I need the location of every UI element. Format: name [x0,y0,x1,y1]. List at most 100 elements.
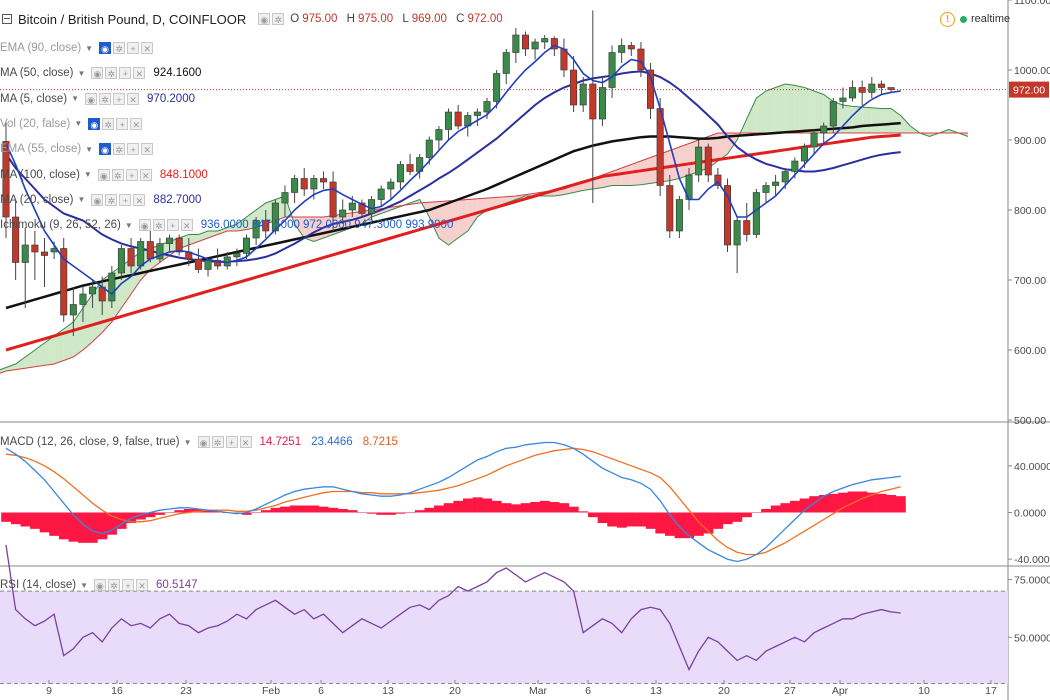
candle-up [820,125,828,134]
macd-hist-bar [366,512,377,514]
gear-icon[interactable]: ✲ [102,117,115,130]
eye-icon[interactable]: ◉ [91,67,104,80]
indicator-label[interactable]: Vol (20, false) [0,117,71,130]
macd-hist-bar [145,512,156,518]
eye-icon[interactable]: ◉ [91,193,104,206]
candle-up [695,146,703,176]
close-icon[interactable]: ✕ [135,579,148,591]
candle-down [521,34,529,50]
close-icon[interactable]: ✕ [141,42,154,54]
eye-icon[interactable]: ◉ [85,92,98,105]
price-tick-label: 1100.00 [1014,0,1050,7]
collapse-icon[interactable] [2,14,12,24]
candle-up [598,87,606,120]
macd-hist-bar [68,512,79,542]
gear-icon[interactable]: ✲ [113,42,126,54]
candle-up [348,202,356,211]
close-icon[interactable]: ✕ [133,67,146,80]
chevron-down-icon[interactable]: ▼ [77,195,86,205]
macd-label[interactable]: MACD (12, 26, close, 9, false, true) [0,436,180,448]
indicator-label[interactable]: EMA (90, close) [0,42,82,54]
gear-icon[interactable]: ✲ [152,219,165,232]
candle-down [656,108,664,186]
gear-icon[interactable]: ✲ [99,92,112,105]
macd-hist-bar [453,500,464,513]
plus-icon[interactable]: + [121,579,134,591]
indicator-label[interactable]: MA (5, close) [0,92,68,105]
eye-icon[interactable]: ◉ [138,219,151,232]
eye-icon[interactable]: ◉ [93,579,106,591]
candle-up [608,52,616,88]
gear-icon[interactable]: ✲ [113,143,126,156]
chevron-down-icon[interactable]: ▼ [83,170,92,179]
indicator-label[interactable]: MA (20, close) [0,193,74,206]
indicator-value: 970.2000 [147,92,195,105]
plus-icon[interactable]: + [225,436,238,448]
macd-hist-bar [559,503,570,513]
ichimoku-cloud-segment [496,196,507,207]
rsi-label[interactable]: RSI (14, close) [0,579,77,591]
close-icon[interactable]: ✕ [139,168,152,181]
close-icon[interactable]: ✕ [130,117,143,130]
eye-icon[interactable]: ◉ [97,168,110,181]
senkou-span-b [0,132,968,374]
gear-icon[interactable]: ✲ [105,193,118,206]
chevron-down-icon[interactable]: ▼ [85,144,94,154]
gear-icon[interactable]: ✲ [272,13,285,25]
close-icon[interactable]: ✕ [239,436,252,448]
plus-icon[interactable]: + [119,193,132,206]
macd-hist-bar [462,498,473,513]
realtime-label: realtime [971,13,1011,25]
plus-icon[interactable]: + [125,168,138,181]
gear-icon[interactable]: ✲ [107,579,120,591]
plus-icon[interactable]: + [113,92,126,105]
plus-icon[interactable]: + [116,117,129,130]
chevron-down-icon[interactable]: ▼ [80,580,88,590]
candle-up [243,237,251,254]
close-icon[interactable]: ✕ [141,143,154,156]
close-icon[interactable]: ✕ [180,219,193,232]
close-icon[interactable]: ✕ [133,193,146,206]
indicator-label[interactable]: Ichimoku (9, 26, 52, 26) [0,219,121,232]
time-tick-label: 13 [650,685,662,697]
plus-icon[interactable]: + [127,42,140,54]
macd-hist-bar [39,512,50,533]
gear-icon[interactable]: ✲ [105,67,118,80]
indicator-label[interactable]: MA (100, close) [0,168,80,181]
indicator-label[interactable]: MA (50, close) [0,67,74,80]
plus-icon[interactable]: + [119,67,132,80]
candle-up [781,171,789,183]
macd-hist-bar [241,512,252,515]
indicator-label[interactable]: EMA (55, close) [0,143,82,156]
macd-hist-bar [866,492,877,513]
indicator-value: 924.1600 [153,67,202,80]
close-icon[interactable]: ✕ [127,92,140,105]
gear-icon[interactable]: ✲ [111,168,124,181]
plus-icon[interactable]: + [166,219,179,232]
eye-icon[interactable]: ◉ [258,13,271,25]
macd-hist-bar [376,512,387,515]
gear-icon[interactable]: ✲ [211,436,224,448]
plus-icon[interactable]: + [127,143,140,156]
eye-icon[interactable]: ◉ [99,143,112,156]
eye-icon[interactable]: ◉ [88,117,101,130]
time-tick-label: 17 [985,685,997,697]
chevron-down-icon[interactable]: ▼ [85,43,94,53]
eye-icon[interactable]: ◉ [197,436,210,448]
eye-icon[interactable]: ◉ [99,42,112,54]
candle-up [310,178,318,190]
price-tick-label: 500.00 [1014,415,1046,427]
price-tick-label: 900.00 [1014,135,1046,147]
chevron-down-icon[interactable]: ▼ [71,94,80,104]
candle-down [214,260,222,267]
chevron-down-icon[interactable]: ▼ [124,220,133,230]
macd-hist-bar [568,506,579,513]
chevron-down-icon[interactable]: ▼ [74,119,83,129]
chevron-down-icon[interactable]: ▼ [77,68,86,78]
macd-hist-bar [790,500,800,513]
chevron-down-icon[interactable]: ▼ [183,437,192,447]
candle-up [868,83,876,93]
candle-up [810,132,818,148]
warning-icon[interactable]: ! [940,11,955,27]
